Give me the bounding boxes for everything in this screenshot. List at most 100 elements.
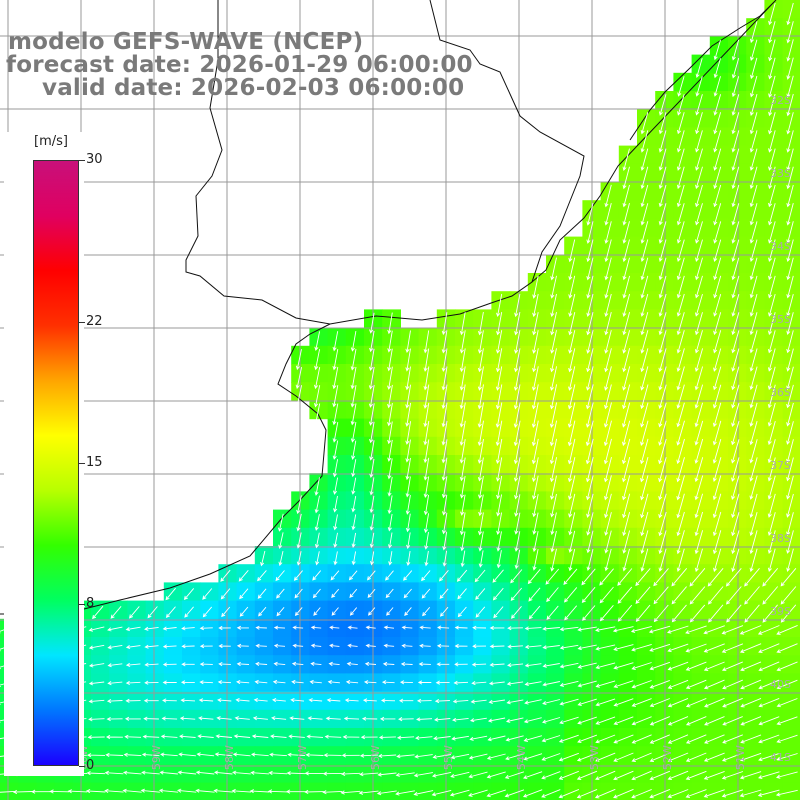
wind-arrow — [295, 349, 302, 371]
wind-arrow — [468, 753, 488, 760]
wind-arrow — [617, 586, 633, 604]
wind-arrow — [514, 330, 521, 354]
wind-arrow — [296, 513, 302, 532]
wind-arrow — [383, 643, 395, 648]
wind-arrow — [314, 532, 320, 549]
wind-arrow — [613, 788, 634, 799]
wind-arrow — [658, 148, 667, 171]
wind-arrow — [595, 770, 616, 781]
wind-arrow — [323, 753, 342, 758]
wind-arrow — [107, 663, 123, 668]
wind-arrow — [159, 770, 178, 775]
wind-arrow — [528, 605, 541, 620]
wind-arrow — [341, 753, 360, 758]
wind-arrow — [423, 457, 430, 481]
wind-arrow — [640, 511, 649, 537]
valid-date: valid date: 2026-02-03 06:00:00 — [42, 75, 465, 101]
wind-arrow — [366, 570, 376, 581]
wind-arrow — [658, 312, 667, 336]
wind-arrow — [215, 734, 232, 739]
wind-arrow — [273, 661, 286, 666]
wind-arrow — [676, 475, 685, 501]
wind-arrow — [786, 21, 794, 44]
wind-arrow — [459, 384, 466, 410]
wind-arrow — [740, 679, 762, 690]
wind-arrow — [622, 166, 630, 190]
wind-arrow — [496, 312, 503, 336]
wind-arrow — [441, 494, 448, 516]
wind-arrow — [541, 735, 561, 743]
wind-arrow — [749, 493, 758, 519]
wind-arrow — [395, 790, 415, 796]
wind-arrow — [586, 257, 594, 281]
colorbar-unit-label: [m/s] — [34, 134, 68, 149]
wind-arrow — [786, 293, 794, 317]
wind-arrow — [531, 402, 539, 429]
wind-arrow — [405, 330, 411, 354]
wind-arrow — [125, 680, 141, 686]
wind-arrow — [369, 330, 375, 353]
longitude-label: 53W — [588, 745, 601, 770]
wind-arrow — [671, 568, 688, 587]
wind-arrow — [367, 588, 376, 599]
wind-arrow — [713, 148, 722, 171]
wind-arrow — [731, 366, 740, 391]
wind-arrow — [471, 662, 487, 667]
wind-arrow — [613, 716, 634, 726]
wind-arrow — [577, 680, 597, 688]
wind-arrow — [648, 625, 671, 634]
wind-arrow — [786, 512, 794, 536]
wind-arrow — [513, 402, 521, 429]
wind-arrow — [549, 366, 558, 391]
wind-arrow — [731, 166, 740, 190]
wind-arrow — [613, 752, 634, 762]
wind-arrow — [504, 789, 525, 798]
wind-arrow — [510, 606, 522, 619]
coastline-brazil — [531, 0, 777, 283]
wind-arrow — [107, 681, 123, 686]
wind-arrow — [622, 475, 631, 501]
wind-arrow — [595, 734, 616, 744]
wind-arrow — [546, 605, 559, 620]
wind-arrow — [658, 348, 667, 373]
wind-arrow — [468, 789, 488, 797]
wind-arrow — [421, 570, 431, 582]
wind-arrow — [267, 789, 288, 794]
wind-arrow — [780, 604, 797, 623]
wind-arrow — [622, 530, 631, 554]
wind-arrow — [324, 734, 342, 739]
wind-arrow — [332, 366, 339, 390]
wind-arrow — [469, 735, 488, 741]
wind-arrow — [740, 752, 762, 762]
wind-arrow — [489, 662, 505, 667]
wind-arrow — [478, 494, 484, 517]
wind-arrow — [671, 586, 687, 605]
wind-arrow — [586, 330, 594, 354]
wind-arrow — [658, 184, 667, 208]
wind-arrow — [332, 422, 339, 443]
wind-arrow — [144, 680, 159, 685]
wind-arrow — [332, 385, 339, 408]
wind-arrow — [559, 680, 579, 687]
wind-arrow — [776, 698, 798, 708]
wind-arrow — [712, 511, 722, 537]
wind-arrow — [758, 697, 780, 708]
wind-arrow — [162, 662, 177, 667]
wind-arrow — [622, 311, 631, 336]
wind-arrow — [740, 697, 762, 708]
wind-arrow — [387, 532, 393, 549]
wind-arrow — [289, 716, 305, 721]
wind-arrow — [522, 789, 543, 798]
wind-arrow — [454, 662, 468, 667]
wind-arrow — [550, 348, 557, 373]
wind-arrow — [640, 221, 649, 244]
wind-arrow — [695, 130, 703, 153]
latitude-labels: 32S 33S 34S 35S 36S 37S 38S 39S 40S 41S — [770, 94, 791, 764]
wind-arrow — [386, 607, 394, 616]
wind-arrow — [441, 384, 448, 410]
wind-arrow — [786, 57, 794, 80]
wind-arrow — [695, 239, 703, 263]
wind-arrow — [775, 789, 798, 797]
wind-arrow — [250, 770, 270, 775]
wind-arrow — [768, 112, 776, 135]
